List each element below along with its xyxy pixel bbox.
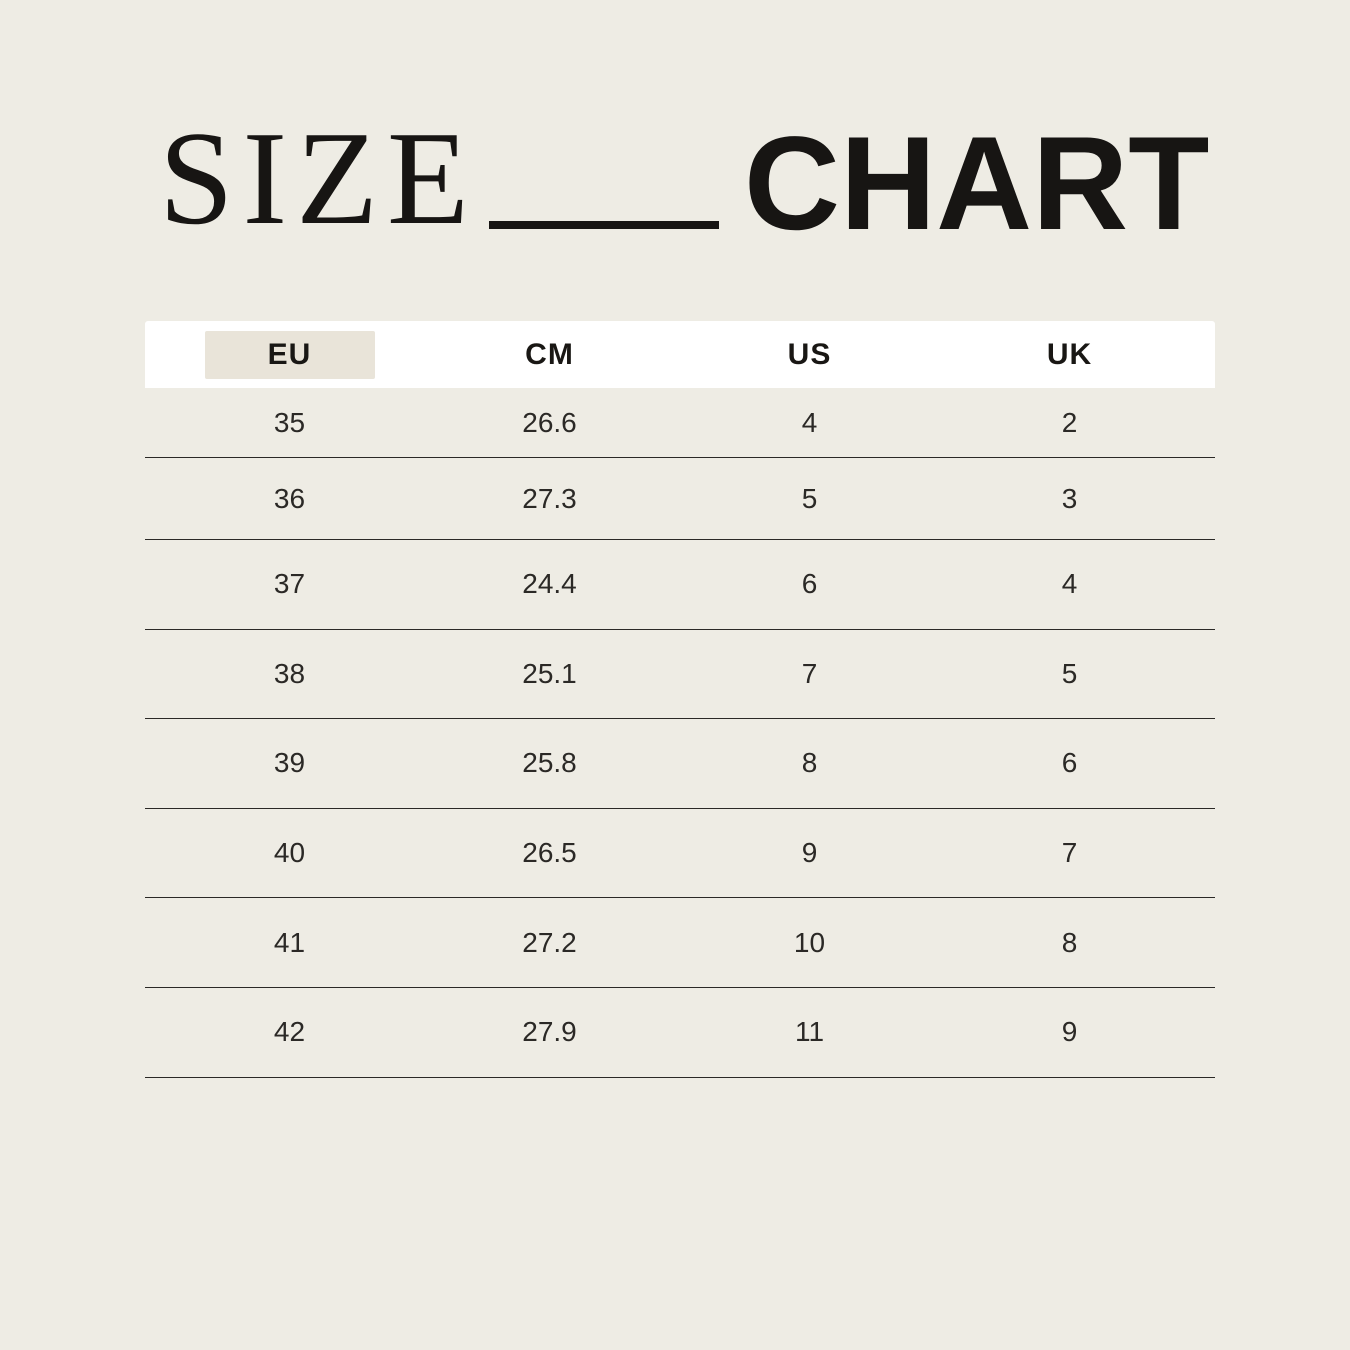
svg-text:SIZE: SIZE [159, 104, 478, 252]
